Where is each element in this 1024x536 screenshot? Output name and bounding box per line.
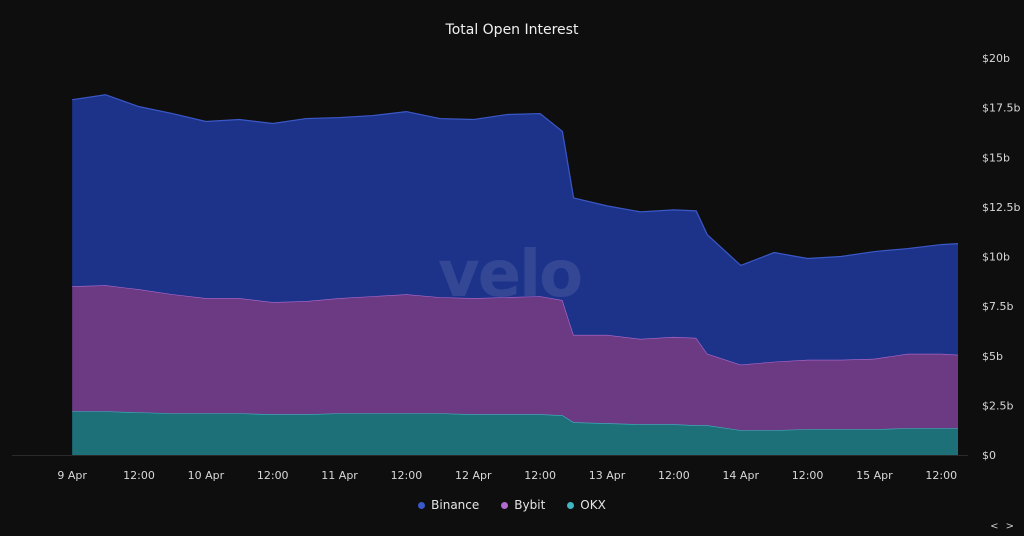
legend-dot-okx (567, 501, 575, 509)
x-tick-label: 15 Apr (856, 469, 893, 482)
x-tick-label: 14 Apr (722, 469, 759, 482)
x-tick-label: 12:00 (123, 469, 155, 482)
chart-title: Total Open Interest (445, 22, 579, 38)
x-tick-label: 12:00 (524, 469, 556, 482)
legend-item-okx[interactable]: OKX (567, 498, 606, 512)
y-tick-label: $17.5b (982, 102, 1020, 115)
x-tick-label: 12:00 (391, 469, 423, 482)
legend-dot-bybit (501, 501, 509, 509)
x-tick-label: 12:00 (925, 469, 957, 482)
y-tick-label: $12.5b (982, 201, 1020, 214)
y-tick-label: $2.5b (982, 399, 1013, 412)
x-tick-label: 11 Apr (321, 469, 358, 482)
x-tick-label: 10 Apr (188, 469, 225, 482)
y-tick-label: $20b (982, 52, 1010, 65)
line-binance (72, 94, 959, 267)
legend-label-okx: OKX (580, 498, 606, 512)
watermark-logo: velo (438, 238, 583, 312)
legend-item-bybit[interactable]: Bybit (501, 498, 545, 512)
legend-label-bybit: Bybit (514, 498, 546, 512)
area-binance[interactable] (72, 94, 958, 365)
x-tick-label: 12:00 (658, 469, 690, 482)
area-series-group (12, 94, 968, 456)
y-tick-label: $10b (982, 251, 1010, 264)
legend-dot-binance (418, 501, 426, 509)
y-axis: $0 $2.5b $5b $7.5b $10b $12.5b $15b $17.5b $20b (982, 52, 1020, 462)
chart-nav-arrows[interactable]: < > (990, 521, 1016, 532)
legend-label-binance: Binance (431, 498, 480, 512)
x-axis: 9 Apr 12:00 10 Apr 12:00 11 Apr 12:00 12 Apr 12… (57, 469, 957, 482)
legend-item-binance[interactable]: Binance (418, 498, 479, 512)
area-bybit[interactable] (72, 285, 958, 431)
y-tick-label: $0 (982, 449, 996, 462)
x-tick-label: 12 Apr (455, 469, 492, 482)
x-tick-label: 13 Apr (589, 469, 626, 482)
x-tick-label: 9 Apr (57, 469, 87, 482)
area-okx[interactable] (72, 411, 958, 455)
y-tick-label: $15b (982, 151, 1010, 164)
x-tick-label: 12:00 (792, 469, 824, 482)
y-tick-label: $7.5b (982, 300, 1013, 313)
legend: Binance Bybit OKX (0, 498, 1024, 512)
y-tick-label: $5b (982, 350, 1003, 363)
x-tick-label: 12:00 (257, 469, 289, 482)
